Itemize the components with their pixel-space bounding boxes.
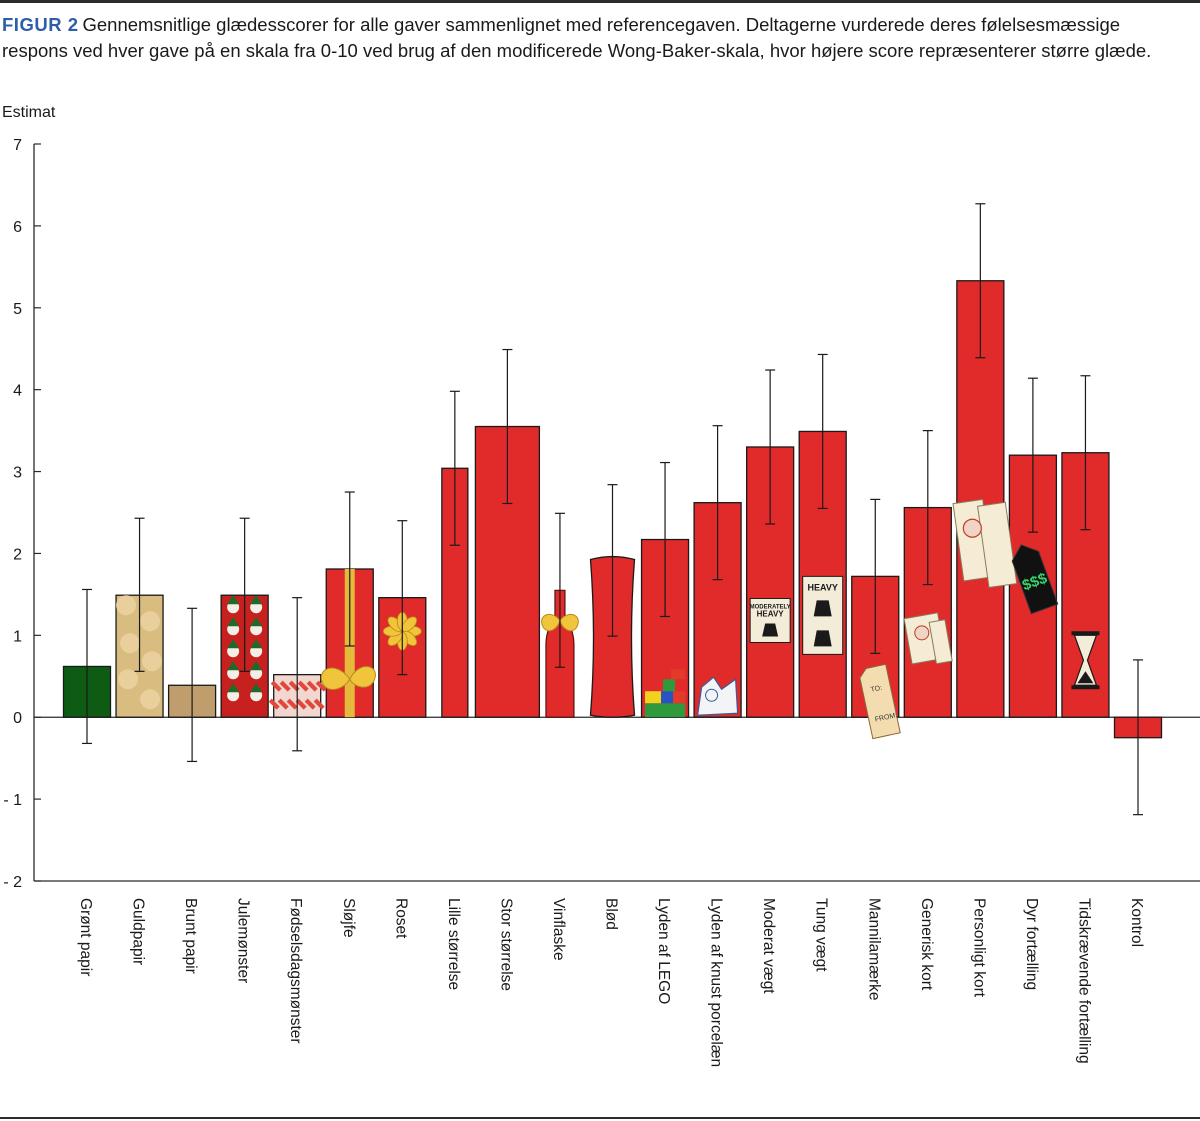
category-label: Grønt papir [77, 898, 94, 976]
y-tick-label: - 1 [3, 792, 22, 809]
y-tick-label: 6 [13, 219, 22, 236]
bottom-rule [0, 1117, 1200, 1119]
lego-brick [661, 691, 674, 704]
category-label: Moderat vægt [760, 898, 777, 994]
santa-hat-pattern [250, 683, 263, 693]
lego-brick [663, 679, 676, 692]
santa-hat-pattern [227, 661, 240, 671]
birthday-stripe [304, 698, 316, 710]
birthday-stripe [295, 698, 307, 710]
soft-gift-icon [589, 555, 636, 718]
birthday-stripe [277, 698, 289, 710]
category-label: Stor størrelse [497, 898, 514, 991]
santa-hat-pattern [250, 639, 263, 649]
category-label: Mannilamærke [865, 898, 882, 1001]
errorbar-layer [82, 203, 1143, 816]
y-tick-label: 4 [13, 383, 22, 400]
porcelain-pattern [705, 688, 719, 702]
category-label: Roset [392, 898, 409, 939]
category-label: Tidskrævende fortælling [1075, 898, 1092, 1064]
category-label: Lyden af knust porcelæn [708, 898, 725, 1067]
category-label: Guldpapir [130, 898, 147, 965]
category-label: Fødselsdagsmønster [287, 898, 304, 1044]
personal-card-icon [977, 501, 1018, 589]
gold-dot [140, 611, 161, 632]
category-label: Generisk kort [918, 898, 935, 991]
santa-hat-pattern [227, 639, 240, 649]
y-tick-label: 7 [13, 137, 22, 154]
rosette-petal [401, 616, 418, 632]
price-tag-shape [1011, 544, 1059, 615]
weight-icon [813, 630, 832, 647]
lego-brick [645, 703, 660, 718]
birthday-stripe [297, 680, 309, 692]
weight-label-line2: HEAVY [757, 609, 785, 618]
figure-label: FIGUR 2 [2, 14, 79, 35]
santa-hat-pattern [250, 617, 263, 627]
tag-shape [859, 663, 901, 740]
heavy-label-text: HEAVY [808, 582, 838, 592]
birthday-stripe [268, 698, 280, 710]
category-label: Lyden af LEGO [655, 898, 672, 1004]
y-tick-label: 2 [13, 546, 22, 563]
category-label: Sløjfe [340, 898, 357, 938]
figure-caption: FIGUR 2 Gennemsnitlige glædesscorer for a… [2, 12, 1162, 64]
category-label: Tung vægt [813, 898, 830, 972]
tag-from-text: FROM: [874, 712, 898, 724]
santa-hat-pattern [250, 661, 263, 671]
gold-dot [120, 633, 141, 654]
category-label: Dyr fortælling [1023, 898, 1040, 990]
y-tick-label: 3 [13, 465, 22, 482]
category-label: Brunt papir [182, 898, 199, 974]
birthday-stripe [315, 680, 327, 692]
category-label: Blød [603, 898, 620, 930]
santa-hat-pattern [227, 683, 240, 693]
lego-brick [645, 691, 662, 704]
lego-brick [659, 703, 686, 718]
tag-to-text: TO: [870, 685, 883, 694]
gold-dot [142, 651, 163, 672]
weight-icon [762, 623, 779, 637]
category-label: Vinflaske [550, 898, 567, 961]
santa-icon [962, 518, 982, 538]
name-tag-icon: TO: FROM: [859, 663, 901, 740]
category-label: Kontrol [1128, 898, 1145, 947]
bow-icon [320, 666, 376, 690]
card-icon [928, 619, 953, 665]
hourglass-sand [1077, 671, 1094, 684]
y-tick-label: - 2 [3, 874, 22, 891]
hourglass-icon [1073, 634, 1098, 686]
category-label: Lille størrelse [445, 898, 462, 990]
weight-icon [813, 600, 832, 617]
birthday-stripe [306, 680, 318, 692]
hourglass-bottom [1071, 685, 1100, 690]
lego-brick [671, 669, 686, 680]
y-tick-label: 5 [13, 301, 22, 318]
birthday-stripe [279, 680, 291, 692]
gold-dot [118, 669, 139, 690]
category-label: Personligt kort [970, 898, 987, 998]
top-rule [0, 0, 1200, 3]
birthday-stripe [313, 698, 325, 710]
birthday-stripe [286, 698, 298, 710]
y-tick-label: 1 [13, 628, 22, 645]
category-label: Julemønster [235, 898, 252, 983]
price-tag-icon: $$$ [1011, 544, 1059, 615]
santa-icon [914, 625, 930, 641]
y-tick-label: 0 [13, 710, 22, 727]
y-axis-title: Estimat [2, 104, 56, 121]
santa-hat-pattern [227, 617, 240, 627]
lego-brick [673, 691, 686, 704]
hourglass-top [1071, 631, 1100, 636]
weight-label-line1: MODERATELY [750, 604, 791, 610]
category-label-layer: Grønt papir Guldpapir Brunt papir Julemønst… [77, 898, 1145, 1067]
caption-text: Gennemsnitlige glædesscorer for alle gav… [2, 14, 1152, 61]
gold-dot [140, 689, 161, 710]
santa-hat-pattern [227, 595, 240, 605]
santa-hat-pattern [250, 595, 263, 605]
gold-dot [116, 595, 137, 616]
birthday-stripe [270, 680, 282, 692]
